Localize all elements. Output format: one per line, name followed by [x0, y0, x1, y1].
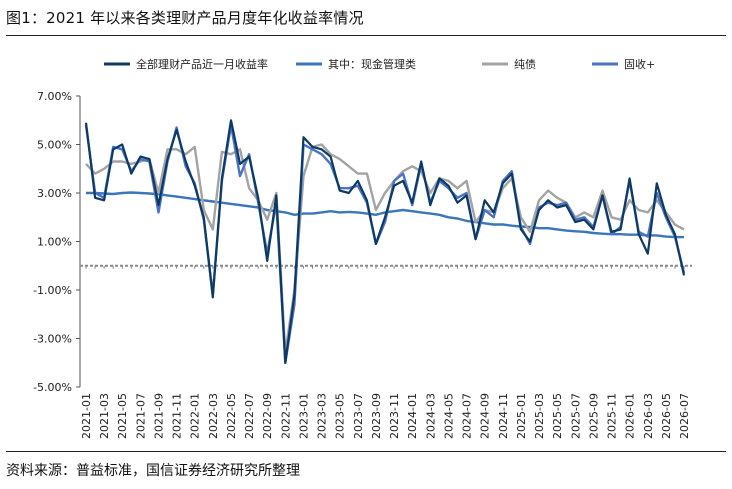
- x-tick-label: 2025-07: [569, 393, 582, 439]
- y-tick-label: 1.00%: [37, 236, 72, 249]
- x-tick-label: 2023-05: [334, 393, 347, 439]
- series-group: [84, 119, 686, 364]
- x-tick-label: 2023-01: [297, 393, 310, 439]
- y-tick-label: -3.00%: [33, 333, 72, 346]
- y-tick-label: 3.00%: [37, 187, 72, 200]
- legend-label: 纯债: [514, 57, 536, 71]
- x-tick-label: 2024-05: [442, 393, 455, 439]
- series-line-1: [84, 119, 686, 364]
- x-tick-label: 2024-01: [406, 393, 419, 439]
- y-tick-label: 5.00%: [37, 139, 72, 152]
- x-tick-label: 2023-11: [388, 393, 401, 439]
- x-tick-label: 2023-07: [352, 393, 365, 439]
- x-tick-label: 2022-01: [189, 393, 202, 439]
- x-tick-label: 2021-03: [98, 393, 111, 439]
- x-tick-label: 2026-01: [624, 393, 637, 439]
- x-tick-label: 2024-09: [479, 393, 492, 439]
- series-line-4: [84, 123, 686, 364]
- x-tick-label: 2026-05: [660, 393, 673, 439]
- x-tick-label: 2022-11: [279, 393, 292, 439]
- y-tick-label: -1.00%: [33, 284, 72, 297]
- x-tick-label: 2023-09: [370, 393, 383, 439]
- x-tick-label: 2022-09: [261, 393, 274, 439]
- x-tick-label: 2024-07: [461, 393, 474, 439]
- legend-label: 固收+: [624, 57, 655, 71]
- x-tick-label: 2021-09: [152, 393, 165, 439]
- x-tick-label: 2025-11: [606, 393, 619, 439]
- x-tick-label: 2026-07: [678, 393, 691, 439]
- x-tick-label: 2021-11: [171, 393, 184, 439]
- x-axis: 2021-01 2021-03 2021-05 2021-07 2021-09 2021-…: [80, 264, 692, 439]
- legend-label: 全部理财产品近一月收益率: [136, 57, 268, 71]
- x-tick-label: 2025-05: [551, 393, 564, 439]
- x-tick-label: 2026-03: [642, 393, 655, 439]
- series-line-3: [85, 143, 685, 355]
- x-tick-label: 2025-09: [587, 393, 600, 439]
- y-tick-label: -5.00%: [33, 381, 72, 394]
- bottom-rule: [6, 451, 726, 452]
- x-tick-label: 2025-01: [515, 393, 528, 439]
- figure-title: 图1：2021 年以来各类理财产品月度年化收益率情况: [6, 9, 364, 27]
- y-tick-label: 7.00%: [37, 90, 72, 103]
- x-tick-label: 2022-07: [243, 393, 256, 439]
- x-tick-label: 2022-05: [225, 393, 238, 439]
- top-rule: [6, 35, 726, 36]
- x-tick-label: 2024-11: [497, 393, 510, 439]
- x-tick-label: 2021-05: [116, 393, 129, 439]
- y-axis: 7.00% 5.00% 3.00% 1.00% -1.00% -3.00% -5.00%: [33, 90, 81, 394]
- x-tick-label: 2021-07: [134, 393, 147, 439]
- legend: 全部理财产品近一月收益率 其中：现金管理类 纯债 固收+: [104, 57, 655, 71]
- legend-label: 其中：现金管理类: [328, 57, 416, 71]
- series-line-2: [86, 191, 684, 239]
- x-tick-label: 2021-01: [80, 393, 93, 439]
- x-tick-label: 2024-03: [424, 393, 437, 439]
- x-tick-label: 2022-03: [207, 393, 220, 439]
- source-note: 资料来源：普益标准，国信证券经济研究所整理: [6, 463, 300, 479]
- x-tick-label: 2025-03: [533, 393, 546, 439]
- line-chart: 全部理财产品近一月收益率 其中：现金管理类 纯债 固收+ 7.00% 5.00% 3.00…: [33, 57, 692, 439]
- x-tick-label: 2023-03: [316, 393, 329, 439]
